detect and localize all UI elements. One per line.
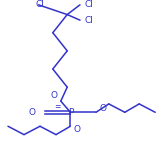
- Text: O: O: [28, 108, 35, 117]
- Text: Cl: Cl: [85, 0, 94, 9]
- Text: =: =: [54, 102, 61, 111]
- Text: O: O: [99, 104, 106, 113]
- Text: P: P: [68, 108, 73, 117]
- Text: Cl: Cl: [85, 16, 94, 25]
- Text: Cl: Cl: [36, 0, 45, 9]
- Text: O: O: [74, 125, 81, 134]
- Text: O: O: [51, 91, 58, 100]
